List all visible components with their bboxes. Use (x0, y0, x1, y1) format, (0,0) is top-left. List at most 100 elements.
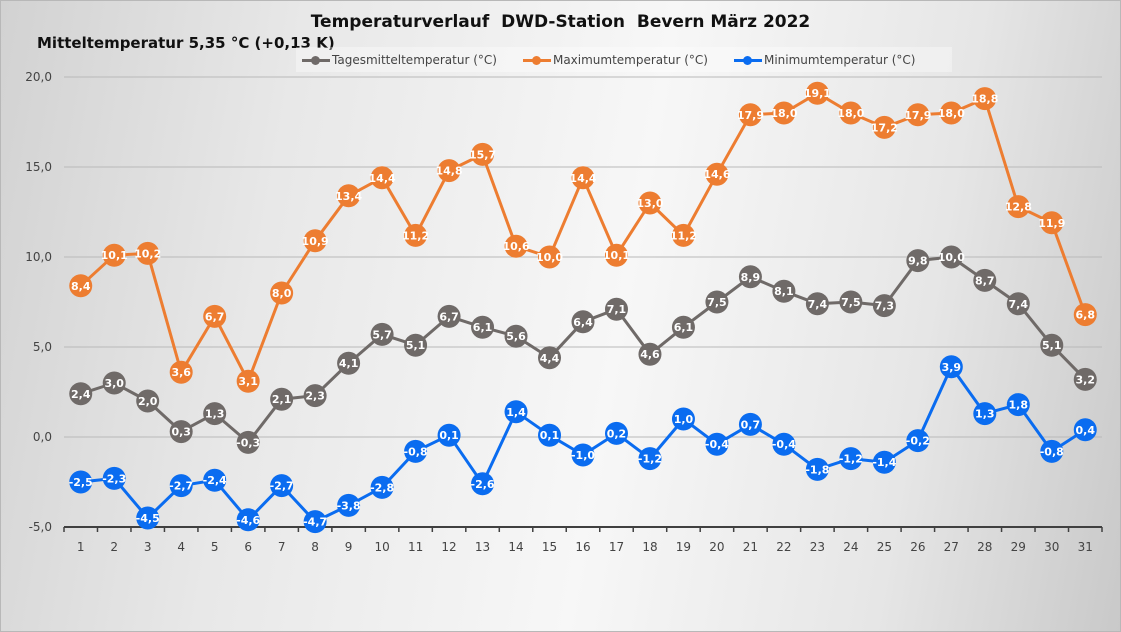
data-label: 0,1 (540, 429, 560, 442)
data-label: 7,5 (707, 296, 727, 309)
data-point (370, 322, 394, 346)
data-point (203, 402, 227, 426)
x-tick-label: 7 (278, 540, 286, 554)
y-tick-label: 15,0 (25, 160, 52, 174)
data-label: -4,6 (236, 514, 260, 527)
x-tick-label: 12 (441, 540, 456, 554)
data-point (805, 457, 829, 481)
x-tick-label: 11 (408, 540, 423, 554)
data-label: 7,4 (1009, 298, 1029, 311)
data-label: 18,0 (938, 107, 965, 120)
data-label: -1,4 (872, 456, 896, 469)
data-point (437, 159, 461, 183)
x-tick-label: 18 (642, 540, 657, 554)
data-label: 14,4 (569, 172, 596, 185)
data-label: 12,8 (1005, 201, 1032, 214)
data-label: 10,0 (536, 251, 563, 264)
data-point (571, 166, 595, 190)
data-label: -1,2 (839, 453, 863, 466)
data-point (270, 281, 294, 305)
data-point (872, 115, 896, 139)
data-point (839, 447, 863, 471)
data-point (705, 162, 729, 186)
data-label: 10,2 (134, 247, 161, 260)
data-label: 1,3 (975, 408, 995, 421)
data-label: 5,1 (406, 339, 426, 352)
data-label: 3,0 (104, 377, 124, 390)
data-label: -0,4 (772, 438, 796, 451)
data-point (906, 103, 930, 127)
x-tick-label: 13 (475, 540, 490, 554)
data-label: -0,8 (404, 445, 428, 458)
data-label: 10,1 (101, 249, 128, 262)
data-point (504, 324, 528, 348)
data-point (337, 184, 361, 208)
x-tick-label: 19 (676, 540, 691, 554)
data-point (604, 421, 628, 445)
data-point (604, 297, 628, 321)
data-point (906, 429, 930, 453)
data-point (370, 166, 394, 190)
data-label: -0,2 (906, 435, 930, 448)
data-point (805, 81, 829, 105)
data-label: 15,7 (469, 148, 496, 161)
data-label: 3,6 (171, 366, 191, 379)
data-point (136, 506, 160, 530)
data-label: 5,7 (372, 328, 392, 341)
y-tick-label: 5,0 (33, 340, 52, 354)
legend-marker-max (522, 55, 551, 65)
data-point (303, 510, 327, 534)
y-tick-label: 0,0 (33, 430, 52, 444)
data-label: 1,8 (1009, 399, 1029, 412)
data-label: 0,3 (171, 426, 191, 439)
data-point (169, 474, 193, 498)
legend-marker-mean (302, 55, 330, 65)
data-label: 10,6 (502, 240, 529, 253)
data-point (1006, 393, 1030, 417)
data-point (772, 101, 796, 125)
chart-title: Temperaturverlauf DWD-Station Bevern Mär… (310, 12, 811, 32)
data-point (404, 439, 428, 463)
data-label: 8,0 (272, 287, 292, 300)
data-point (671, 223, 695, 247)
x-tick-label: 6 (244, 540, 252, 554)
x-tick-label: 24 (843, 540, 858, 554)
data-label: 6,7 (439, 310, 459, 323)
data-point (102, 371, 126, 395)
data-label: -2,7 (169, 480, 193, 493)
data-label: 8,1 (774, 285, 794, 298)
data-label: 7,5 (841, 296, 861, 309)
data-label: 13,4 (335, 190, 362, 203)
data-point (169, 420, 193, 444)
data-point (303, 229, 327, 253)
data-point (839, 101, 863, 125)
data-label: 7,4 (808, 298, 828, 311)
data-label: 3,2 (1076, 373, 1096, 386)
data-point (136, 241, 160, 265)
data-point (102, 466, 126, 490)
data-label: 1,4 (506, 406, 526, 419)
data-point (1040, 333, 1064, 357)
x-tick-label: 16 (575, 540, 590, 554)
data-point (404, 223, 428, 247)
data-point (1073, 367, 1097, 391)
data-label: -4,5 (136, 512, 160, 525)
data-point (504, 400, 528, 424)
data-point (169, 360, 193, 384)
data-label: 10,0 (938, 251, 965, 264)
legend-item-max: Maximumtemperatur (°C) (522, 53, 708, 67)
data-label: 11,2 (670, 229, 697, 242)
data-point (973, 268, 997, 292)
data-label: 7,1 (607, 303, 627, 316)
data-label: -2,3 (102, 472, 126, 485)
data-label: 6,8 (1076, 309, 1096, 322)
data-point (437, 304, 461, 328)
data-label: -1,2 (638, 453, 662, 466)
data-label: 8,4 (71, 280, 91, 293)
data-point (772, 432, 796, 456)
data-label: -4,7 (303, 516, 327, 529)
x-tick-label: 3 (144, 540, 152, 554)
x-tick-label: 8 (311, 540, 319, 554)
data-point (604, 243, 628, 267)
